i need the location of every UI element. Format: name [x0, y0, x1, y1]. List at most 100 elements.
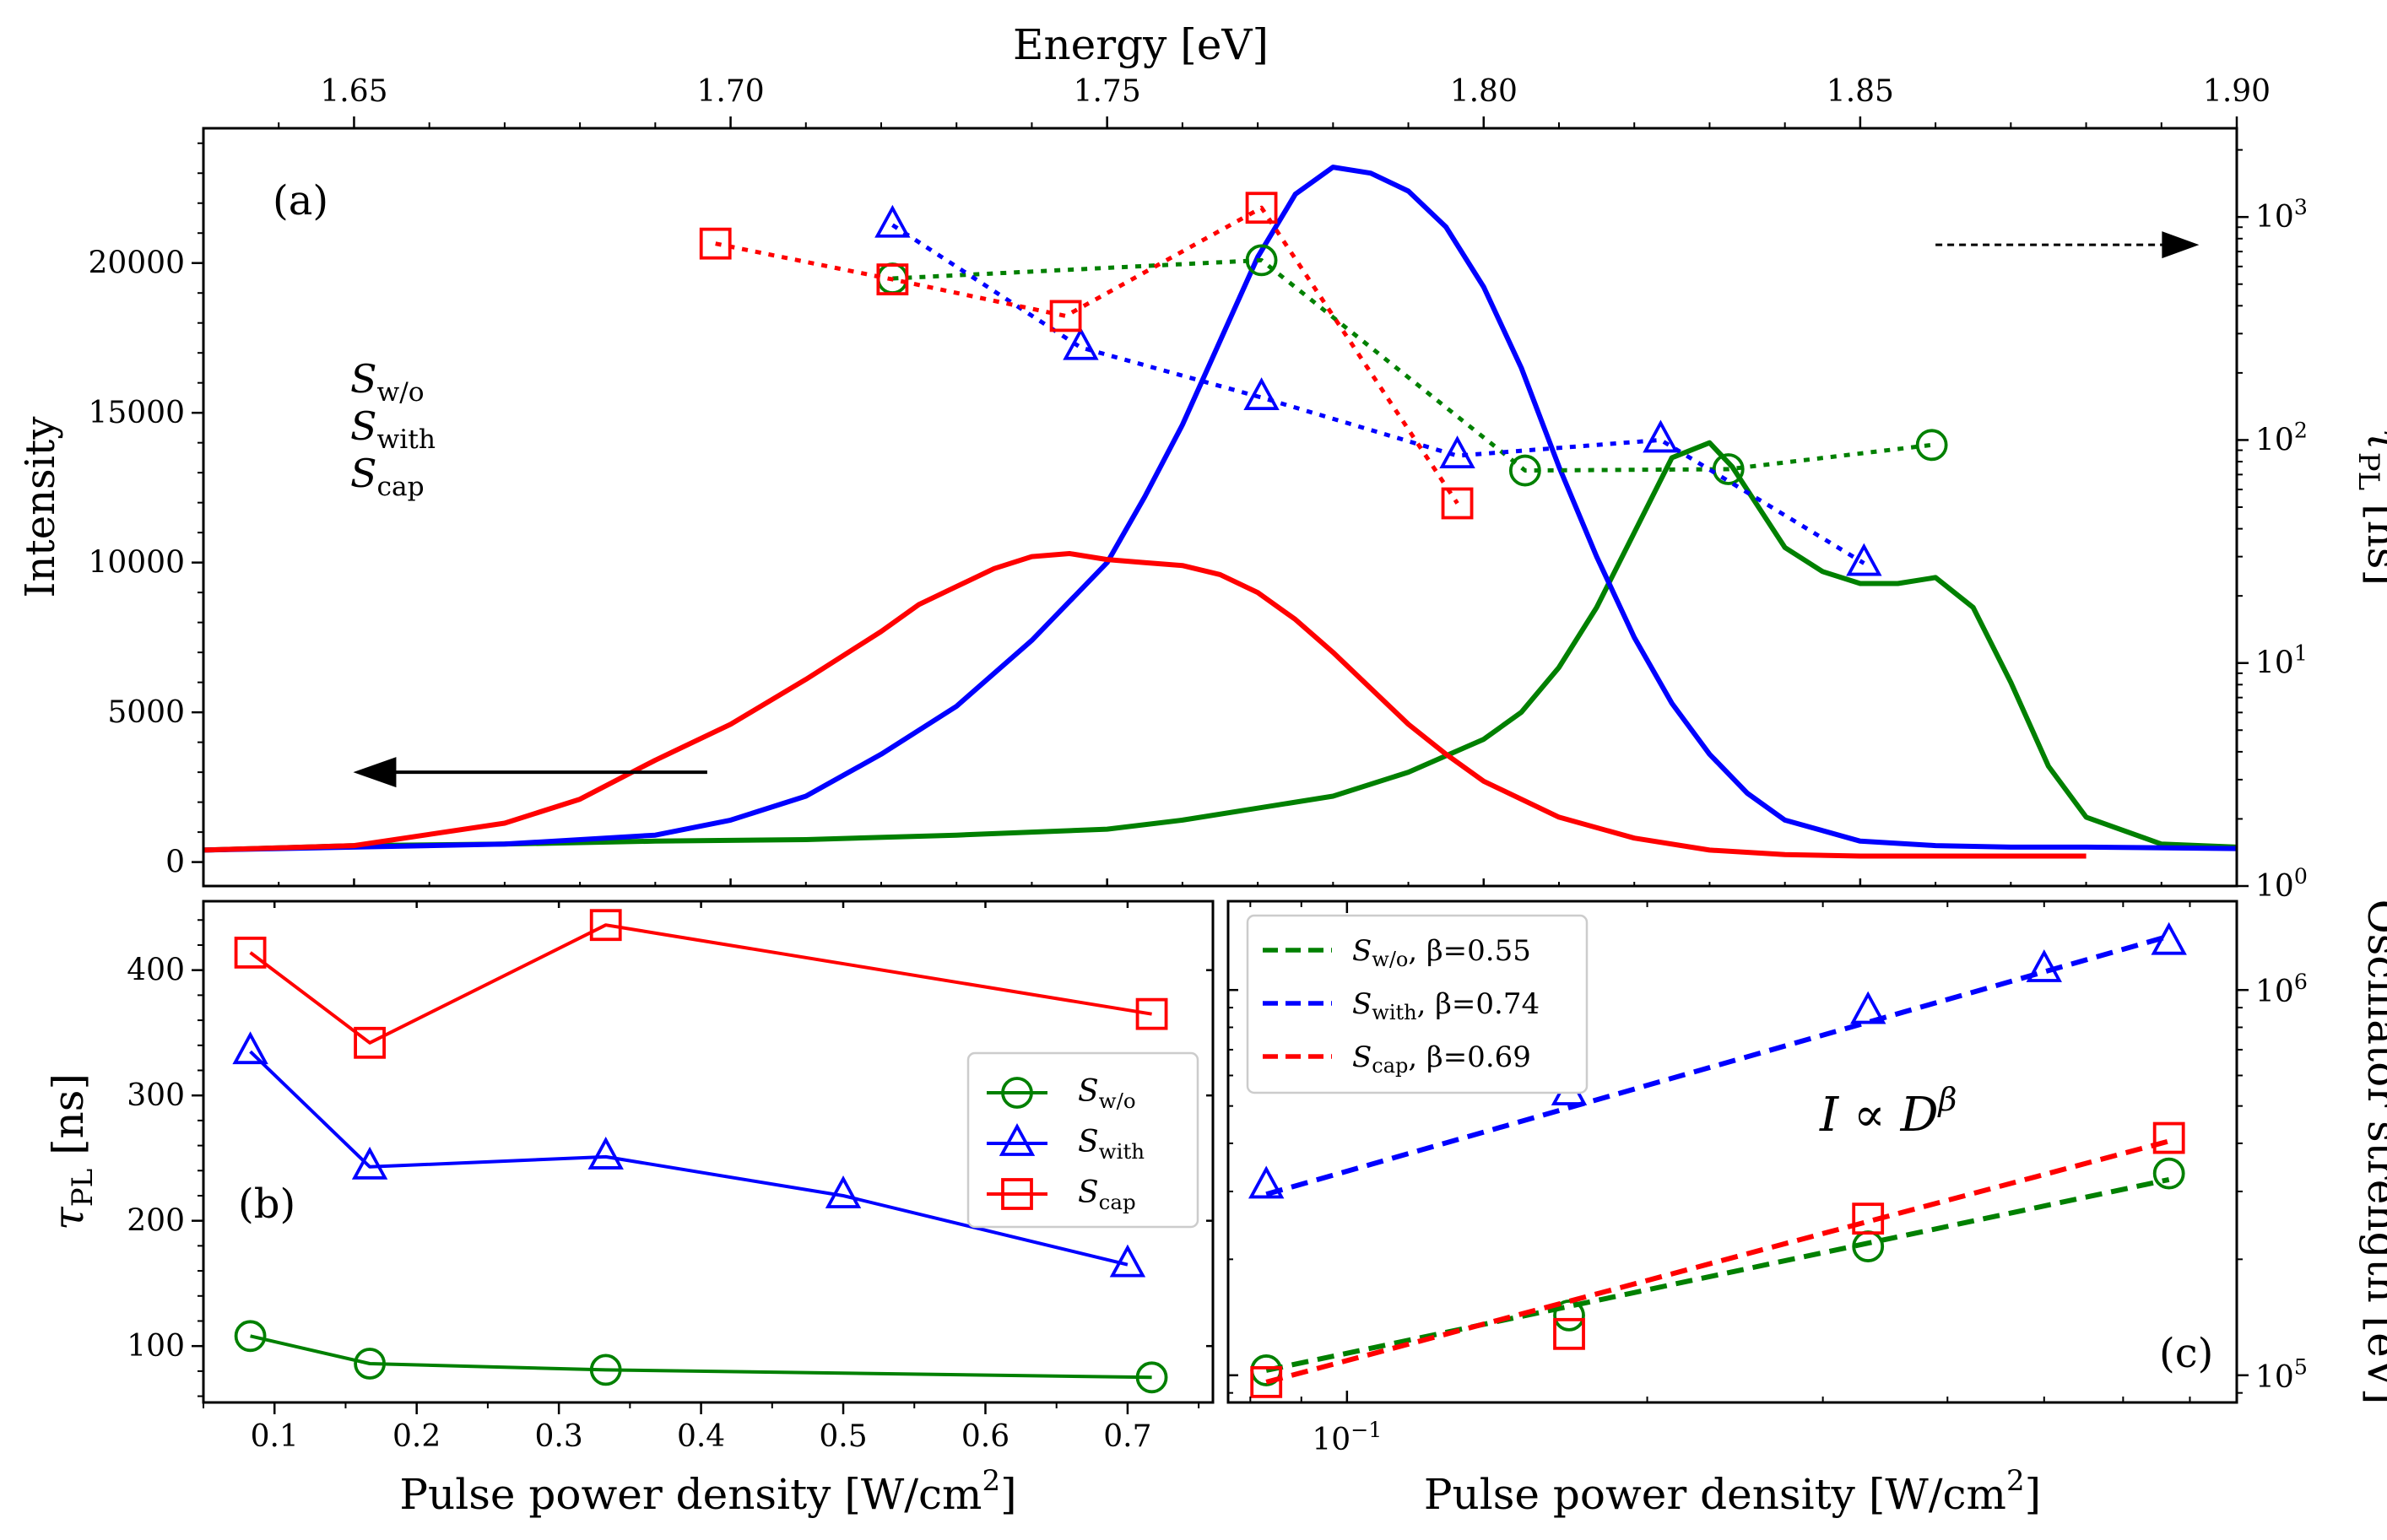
x-tick-label: 10−1: [1312, 1418, 1382, 1457]
data-marker-cap: [1135, 997, 1168, 1030]
label-beta: , β=0.55: [1408, 934, 1530, 968]
lifetime-marker-w_o: [1508, 454, 1541, 487]
y-axis-title-right: τPL [ns]: [2352, 429, 2387, 586]
inline-legend-w_o: Sw/o: [350, 356, 425, 408]
tick-exponent: 0: [2294, 864, 2308, 889]
axis-text: Pulse power density [W/cm: [1424, 1470, 2006, 1519]
data-marker-with: [2151, 921, 2187, 955]
fit-line-cap: [1265, 1138, 2170, 1385]
panel-label-a: (a): [273, 177, 328, 224]
lifetime-dotted-line-w_o: [892, 257, 1932, 473]
data-marker-cap: [1250, 1365, 1283, 1398]
legend-label-cap: Scap: [1078, 1175, 1136, 1214]
data-marker-with: [232, 1031, 268, 1065]
y-tick-label-left: 20000: [88, 246, 185, 281]
label-subscript: w/o: [1372, 948, 1408, 971]
label-beta: , β=0.74: [1417, 987, 1540, 1021]
arrow-left-head: [353, 757, 397, 788]
data-marker-w_o: [234, 1320, 267, 1353]
label-subscript: cap: [1372, 1054, 1408, 1078]
data-marker-w_o: [1553, 1299, 1585, 1332]
label-subscript: w/o: [377, 377, 425, 408]
x-tick-label: 1.90: [2203, 74, 2271, 109]
tick-base: 10: [2255, 869, 2294, 904]
y-tick-label-right: 105: [2255, 1355, 2308, 1395]
label-symbol: S: [350, 403, 377, 449]
tick-base: 10: [2255, 975, 2294, 1009]
lifetime-marker-w_o: [1915, 429, 1948, 462]
label-subscript: w/o: [1099, 1089, 1136, 1113]
y-tick-label-right: 106: [2255, 970, 2308, 1009]
axis-text: Pulse power density [W/cm: [399, 1470, 982, 1519]
lifetime-marker-with: [1243, 377, 1280, 411]
label-beta: , β=0.69: [1408, 1040, 1530, 1074]
y-tick-label-left: 5000: [107, 695, 185, 730]
tick-base: 10: [2255, 200, 2294, 235]
series-line-cap: [249, 923, 1152, 1045]
x-axis-title-top: Energy [eV]: [1013, 20, 1269, 69]
data-marker-cap: [1852, 1202, 1885, 1235]
x-tick-label: 0.5: [819, 1419, 867, 1454]
label-subscript: cap: [377, 472, 425, 502]
tick-exponent: 2: [2294, 418, 2308, 442]
axis-unit: [ns]: [44, 1073, 93, 1169]
tick-exponent: 5: [2294, 1355, 2308, 1380]
lifetime-marker-with: [1439, 435, 1475, 468]
lifetime-marker-cap: [1049, 300, 1082, 332]
tick-exponent: 1: [2294, 641, 2308, 666]
x-tick-label: 1.70: [696, 74, 764, 109]
x-tick-label: 1.85: [1827, 74, 1894, 109]
x-axis-title: Pulse power density [W/cm2]: [399, 1464, 1016, 1519]
tick-exponent: 6: [2294, 970, 2308, 994]
legend-label-w_o: Sw/o, β=0.55: [1352, 934, 1531, 971]
data-marker-cap: [354, 1026, 386, 1059]
x-axis-title: Pulse power density [W/cm2]: [1424, 1464, 2041, 1519]
series-line-w_o: [250, 1334, 1152, 1380]
y-tick-label: 300: [127, 1078, 185, 1113]
x-tick-label: 0.1: [251, 1419, 299, 1454]
x-tick-label: 1.80: [1450, 74, 1518, 109]
y-tick-label: 200: [127, 1204, 185, 1239]
x-tick-label: 1.75: [1074, 74, 1141, 109]
lifetime-marker-with: [1063, 327, 1099, 360]
x-tick-label: 0.3: [534, 1419, 582, 1454]
annotation-exponent: β: [1937, 1081, 1957, 1118]
label-symbol: S: [1078, 1074, 1099, 1109]
lifetime-marker-cap: [1245, 192, 1278, 224]
label-symbol: S: [1352, 987, 1372, 1021]
lifetime-dotted-line-with: [891, 223, 1865, 565]
data-marker-w_o: [354, 1348, 386, 1380]
tick-base: 10: [1312, 1423, 1350, 1457]
spectrum-line-w_o: [203, 440, 2238, 853]
spectrum-line-with: [203, 165, 2238, 853]
y-tick-label-right: 101: [2255, 641, 2308, 681]
legend-label-cap: Scap, β=0.69: [1352, 1040, 1531, 1078]
y-tick-label: 100: [127, 1329, 185, 1364]
y-tick-label-right: 100: [2255, 864, 2308, 904]
lifetime-marker-cap: [699, 227, 732, 260]
label-subscript: with: [1372, 1001, 1416, 1024]
scaling-annotation: I ∝ Dβ: [1819, 1081, 1957, 1143]
y-tick-label-left: 10000: [88, 546, 185, 581]
axis-subscript: PL: [66, 1169, 100, 1207]
y-axis-title: τPL [ns]: [44, 1073, 100, 1230]
arrow-right-head: [2162, 231, 2200, 259]
data-marker-cap: [2152, 1121, 2185, 1154]
panel-label-c: (c): [2159, 1330, 2213, 1377]
tick-base: 10: [2255, 646, 2294, 681]
label-symbol: S: [1352, 1040, 1372, 1074]
lifetime-marker-w_o: [1712, 453, 1745, 485]
y-tick-label-left: 15000: [88, 396, 185, 430]
label-symbol: S: [1078, 1125, 1099, 1159]
data-marker-w_o: [2152, 1157, 2185, 1190]
y-axis-title-right: Oscillator strength [eV]: [2358, 900, 2387, 1405]
legend-label-w_o: Sw/o: [1078, 1074, 1136, 1113]
label-symbol: S: [1352, 934, 1372, 968]
series-line-with: [249, 1050, 1129, 1267]
axis-text: ]: [2025, 1470, 2042, 1519]
data-marker-w_o: [589, 1354, 622, 1386]
lifetime-marker-cap: [1441, 487, 1474, 520]
legend-label-with: Swith, β=0.74: [1352, 987, 1540, 1024]
x-tick-label: 0.7: [1103, 1419, 1151, 1454]
legend-box: [1246, 914, 1589, 1094]
